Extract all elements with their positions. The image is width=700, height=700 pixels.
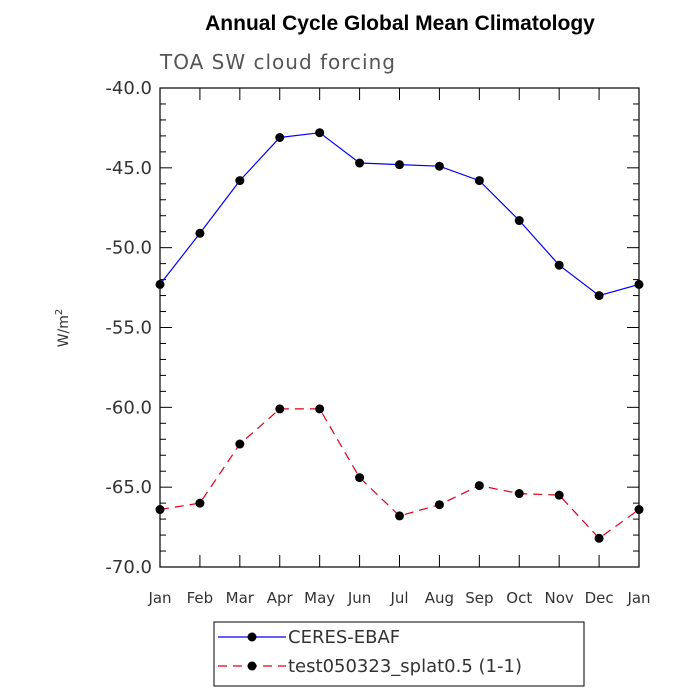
y-tick-label: -50.0 xyxy=(105,238,152,259)
y-axis-label-text: W/m xyxy=(56,315,72,347)
series-1-point xyxy=(594,533,604,543)
series-1-point xyxy=(275,404,285,414)
x-tick-label: May xyxy=(304,589,335,607)
series-1-point xyxy=(434,500,444,510)
series-0-point xyxy=(315,128,325,138)
x-tick-label: Nov xyxy=(545,589,574,607)
legend-label-test: test050323_splat0.5 (1-1) xyxy=(288,656,522,677)
series-1-point xyxy=(355,473,365,483)
series-0-point xyxy=(434,161,444,171)
x-tick-label: Dec xyxy=(585,589,614,607)
series-1-point xyxy=(634,505,644,515)
svg-text:W/m2: W/m2 xyxy=(54,309,72,348)
legend-label-ceres: CERES-EBAF xyxy=(288,627,400,648)
x-tick-label: Aug xyxy=(425,589,454,607)
series-1-point xyxy=(315,404,325,414)
series-1-point xyxy=(155,505,165,515)
series-0-point xyxy=(474,176,484,186)
x-tick-label: Jan xyxy=(147,589,171,607)
x-tick-label: Feb xyxy=(187,589,214,607)
series-1-point xyxy=(554,490,564,500)
x-tick-label: Mar xyxy=(226,589,255,607)
series-1-point xyxy=(195,498,205,508)
x-tick-label: Jul xyxy=(389,589,408,607)
series-0-point xyxy=(634,279,644,289)
y-axis-label-superscript: 2 xyxy=(54,309,65,315)
y-tick-label: -65.0 xyxy=(105,477,152,498)
plot-frame xyxy=(159,87,640,568)
y-ticks: -70.0 -65.0 -60.0 -55.0 -50.0 -45.0 -40.0 xyxy=(105,78,639,578)
y-tick-label: -70.0 xyxy=(105,557,152,578)
y-tick-label: -40.0 xyxy=(105,78,152,99)
series-0-point xyxy=(235,176,245,186)
y-tick-label: -55.0 xyxy=(105,318,152,339)
series-line-0 xyxy=(159,132,640,297)
series-layer xyxy=(155,128,644,543)
x-tick-label: Sep xyxy=(465,589,493,607)
legend-marker-ceres xyxy=(247,632,257,642)
x-tick-label: Oct xyxy=(506,589,532,607)
series-0-point xyxy=(195,228,205,238)
legend-marker-test xyxy=(247,661,257,671)
legend: CERES-EBAF test050323_splat0.5 (1-1) xyxy=(213,621,585,687)
chart-subtitle: TOA SW cloud forcing xyxy=(159,50,396,74)
x-tick-label: Jun xyxy=(347,589,371,607)
series-0-point xyxy=(554,260,564,270)
series-1-point xyxy=(514,489,524,499)
series-0-point xyxy=(275,132,285,142)
chart-title: Annual Cycle Global Mean Climatology xyxy=(205,12,595,35)
x-tick-label: Jan xyxy=(626,589,650,607)
series-1-point xyxy=(235,439,245,449)
x-tick-label: Apr xyxy=(267,589,294,607)
series-0-point xyxy=(155,279,165,289)
series-0-point xyxy=(594,291,604,301)
legend-box xyxy=(213,621,585,687)
x-ticks: Jan Feb Mar Apr May Jun Jul Aug Sep Oct Nov Dec Jan xyxy=(147,88,651,607)
y-axis-label: W/m2 xyxy=(54,309,72,348)
series-0-point xyxy=(395,160,404,170)
series-1-point xyxy=(474,481,484,491)
series-1-point xyxy=(395,511,404,521)
y-tick-label: -60.0 xyxy=(105,397,152,418)
series-0-point xyxy=(355,158,365,168)
series-0-point xyxy=(514,216,524,226)
y-tick-label: -45.0 xyxy=(105,158,152,179)
